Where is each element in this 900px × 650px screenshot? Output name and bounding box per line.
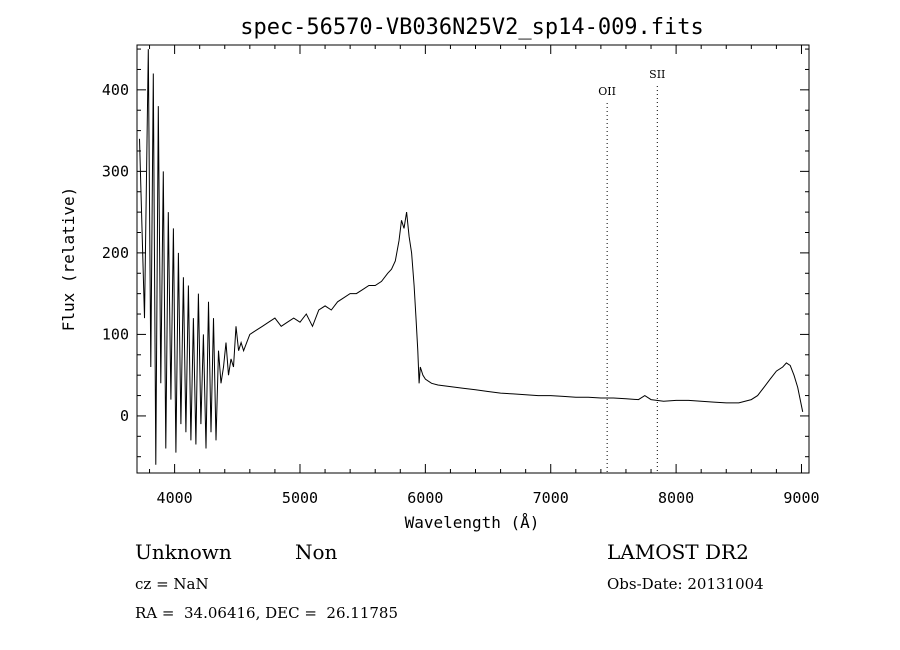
y-tick-label: 400 xyxy=(102,81,129,99)
coordinates: RA = 34.06416, DEC = 26.11785 xyxy=(135,604,399,622)
x-axis-label: Wavelength (Å) xyxy=(405,513,540,532)
annotation-label: OII xyxy=(598,85,616,98)
y-tick-label: 0 xyxy=(120,407,129,425)
object-class: Unknown xyxy=(135,540,232,564)
x-tick-label: 7000 xyxy=(533,489,569,507)
x-tick-label: 8000 xyxy=(658,489,694,507)
spectrum-line xyxy=(139,49,804,465)
survey-name: LAMOST DR2 xyxy=(607,540,749,564)
x-tick-label: 4000 xyxy=(157,489,193,507)
y-tick-label: 300 xyxy=(102,162,129,180)
plot-frame xyxy=(136,44,810,474)
chart-title: spec-56570-VB036N25V2_sp14-009.fits xyxy=(240,15,704,40)
obs-date: Obs-Date: 20131004 xyxy=(607,575,764,593)
x-tick-label: 5000 xyxy=(282,489,318,507)
x-tick-label: 9000 xyxy=(783,489,819,507)
x-tick-label: 6000 xyxy=(407,489,443,507)
redshift-cz: cz = NaN xyxy=(135,575,209,593)
axis-ticks: 4000 5000 6000 7000 8000 9000 0 100 200 300 400 xyxy=(102,45,820,507)
line-annotations: OII SII xyxy=(598,68,665,473)
object-subclass: Non xyxy=(295,540,338,564)
annotation-label: SII xyxy=(649,68,665,81)
y-tick-label: 100 xyxy=(102,325,129,343)
y-tick-label: 200 xyxy=(102,244,129,262)
y-axis-label: Flux (relative) xyxy=(59,187,78,332)
